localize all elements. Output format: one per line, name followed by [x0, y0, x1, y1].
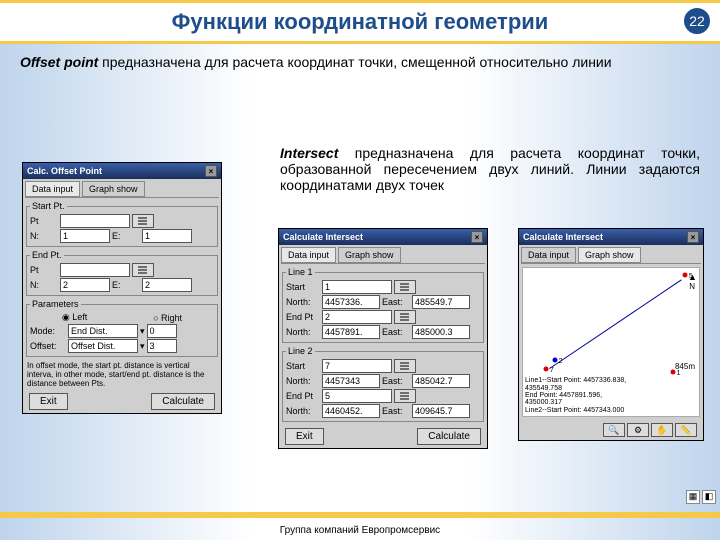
- mode-select[interactable]: [68, 324, 138, 338]
- offset-select[interactable]: [68, 339, 138, 353]
- l2-e1[interactable]: [412, 374, 470, 388]
- intersect-titlebar: Calculate Intersect ×: [279, 229, 487, 245]
- param-fieldset: Parameters ◉ Left ○ Right Mode: ▾ Offset…: [26, 299, 218, 357]
- close-icon[interactable]: ×: [205, 165, 217, 177]
- start-fieldset: Start Pt. Pt N: E:: [26, 201, 218, 247]
- start-n-input[interactable]: [60, 229, 110, 243]
- list-icon[interactable]: [394, 310, 416, 324]
- right-radio[interactable]: ○ Right: [153, 313, 182, 323]
- zoom-icon[interactable]: 🔍: [603, 423, 625, 437]
- line1-fieldset: Line 1 Start North: East: End Pt North: …: [282, 267, 484, 343]
- calculate-button[interactable]: Calculate: [417, 428, 481, 445]
- list-icon[interactable]: [132, 214, 154, 228]
- intersect-intro-text: Intersect предназначена для расчета коор…: [280, 145, 700, 193]
- graph-point: [682, 273, 687, 278]
- left-radio[interactable]: ◉ Left: [62, 312, 87, 323]
- exit-button[interactable]: Exit: [285, 428, 324, 445]
- graph-point: [670, 369, 675, 374]
- status-icon[interactable]: ▦: [686, 490, 700, 504]
- l2-n2[interactable]: [322, 404, 380, 418]
- intersect-graph-titlebar: Calculate Intersect ×: [519, 229, 703, 245]
- tab-data-input[interactable]: Data input: [521, 247, 576, 263]
- intersect-bold: Intersect: [280, 145, 338, 161]
- status-icons: ▦ ◧: [686, 490, 716, 504]
- header-band: Функции координатной геометрии: [0, 0, 720, 44]
- measure-icon[interactable]: 📏: [675, 423, 697, 437]
- tab-graph-show[interactable]: Graph show: [338, 247, 401, 263]
- end-pt-input[interactable]: [60, 263, 130, 277]
- end-e-input[interactable]: [142, 278, 192, 292]
- l2-n1[interactable]: [322, 374, 380, 388]
- tool-icon[interactable]: ⚙: [627, 423, 649, 437]
- page-number-badge: 22: [682, 6, 712, 36]
- footer-text: Группа компаний Европромсервис: [0, 525, 720, 536]
- tab-graph-show[interactable]: Graph show: [82, 181, 145, 197]
- list-icon[interactable]: [394, 389, 416, 403]
- start-pt-input[interactable]: [60, 214, 130, 228]
- offset-num-input[interactable]: [147, 339, 177, 353]
- page-title: Функции координатной геометрии: [0, 9, 720, 35]
- graph-point: [543, 366, 548, 371]
- offset-titlebar: Calc. Offset Point ×: [23, 163, 221, 179]
- close-icon[interactable]: ×: [687, 231, 699, 243]
- l2-end[interactable]: [322, 389, 392, 403]
- l2-e2[interactable]: [412, 404, 470, 418]
- offset-bold: Offset point: [20, 54, 98, 70]
- l1-n1[interactable]: [322, 295, 380, 309]
- intersect-graph-canvas: ▲ N 845m Line1--Start Point: 4457336.838…: [522, 267, 700, 417]
- list-icon[interactable]: [394, 280, 416, 294]
- intersect-data-window: Calculate Intersect × Data input Graph s…: [278, 228, 488, 449]
- calculate-button[interactable]: Calculate: [151, 393, 215, 410]
- list-icon[interactable]: [394, 359, 416, 373]
- footer-band: [0, 512, 720, 518]
- graph-point: [552, 357, 557, 362]
- offset-intro-text: Offset point предназначена для расчета к…: [0, 44, 720, 80]
- exit-button[interactable]: Exit: [29, 393, 68, 410]
- result-text: Line1--Start Point: 4457336.838, 435549.…: [525, 377, 697, 414]
- tab-data-input[interactable]: Data input: [25, 181, 80, 197]
- tab-graph-show[interactable]: Graph show: [578, 247, 641, 263]
- north-label: N: [689, 282, 695, 291]
- l1-start[interactable]: [322, 280, 392, 294]
- l1-end[interactable]: [322, 310, 392, 324]
- close-icon[interactable]: ×: [471, 231, 483, 243]
- intersect-graph-window: Calculate Intersect × Data input Graph s…: [518, 228, 704, 441]
- l2-start[interactable]: [322, 359, 392, 373]
- line2-fieldset: Line 2 Start North: East: End Pt North: …: [282, 346, 484, 422]
- end-fieldset: End Pt. Pt N: E:: [26, 250, 218, 296]
- l1-n2[interactable]: [322, 325, 380, 339]
- start-e-input[interactable]: [142, 229, 192, 243]
- offset-note: In offset mode, the start pt. distance i…: [23, 360, 221, 390]
- l1-e2[interactable]: [412, 325, 470, 339]
- hand-icon[interactable]: ✋: [651, 423, 673, 437]
- end-n-input[interactable]: [60, 278, 110, 292]
- offset-window: Calc. Offset Point × Data input Graph sh…: [22, 162, 222, 414]
- l1-e1[interactable]: [412, 295, 470, 309]
- status-icon[interactable]: ◧: [702, 490, 716, 504]
- list-icon[interactable]: [132, 263, 154, 277]
- tab-data-input[interactable]: Data input: [281, 247, 336, 263]
- mode-num-input[interactable]: [147, 324, 177, 338]
